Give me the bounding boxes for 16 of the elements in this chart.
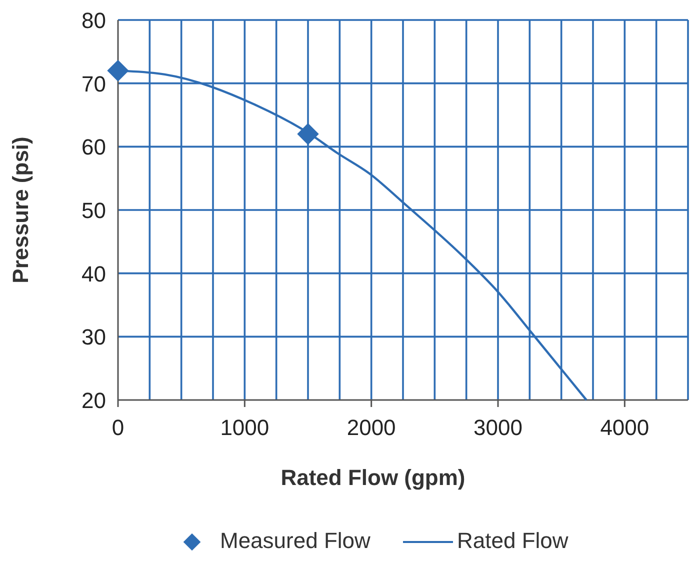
x-tick-label: 0: [112, 415, 124, 440]
y-tick-label: 80: [82, 8, 106, 33]
x-axis-title: Rated Flow (gpm): [280, 465, 466, 490]
x-tick-label: 1000: [220, 415, 270, 440]
y-tick-label: 20: [82, 388, 106, 413]
x-tick-label: 4000: [600, 415, 650, 440]
y-tick-label: 30: [82, 324, 106, 350]
y-tick-label: 70: [82, 71, 106, 96]
x-tick-label: 2000: [346, 415, 396, 440]
y-tick-label: 60: [82, 134, 106, 160]
x-tick-label: 3000: [474, 415, 522, 440]
legend-label: Measured Flow: [220, 528, 371, 553]
y-tick-label: 50: [82, 198, 106, 223]
y-tick-label: 40: [82, 261, 106, 286]
y-axis-title: Pressure (psi): [8, 136, 33, 284]
legend-label: Rated Flow: [457, 528, 568, 553]
